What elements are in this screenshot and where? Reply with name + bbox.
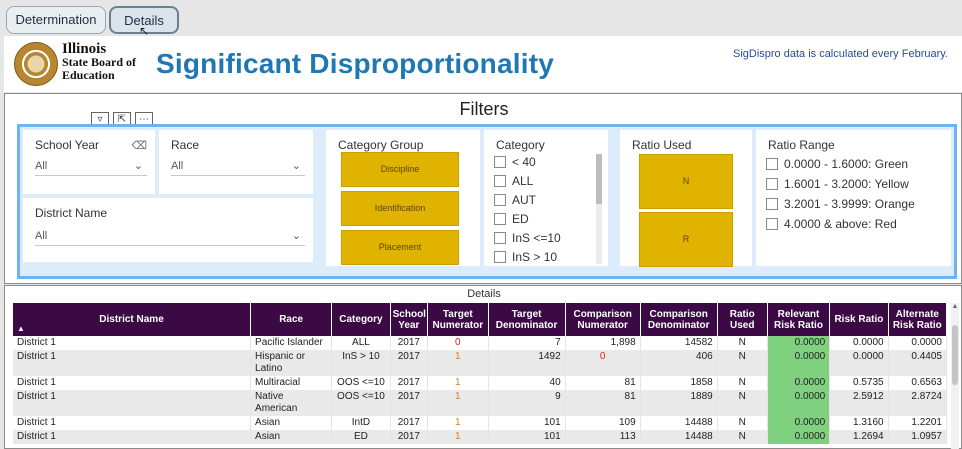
scroll-up-icon[interactable]: ▲	[951, 303, 959, 310]
details-panel: Details District Name ▲ Race Category Sch…	[4, 285, 962, 449]
tile-discipline[interactable]: Discipline	[341, 152, 459, 187]
checkbox[interactable]	[494, 232, 506, 244]
column-header[interactable]: Comparison Denominator	[640, 303, 718, 336]
race-dropdown[interactable]: All ⌄	[171, 156, 305, 176]
category-label: Category	[496, 138, 545, 152]
logo-line-1: Illinois	[62, 41, 107, 57]
column-header[interactable]: Target Denominator	[488, 303, 566, 336]
ratio-range-slicer: Ratio Range 0.0000 - 1.6000: Green 1.600…	[756, 130, 951, 266]
school-year-value: All	[35, 160, 48, 172]
table-row[interactable]: District 1 Hispanic or Latino InS > 10 2…	[13, 350, 948, 376]
category-scrollbar-thumb[interactable]	[596, 154, 602, 204]
column-header[interactable]: Target Numerator	[427, 303, 489, 336]
ratio-used-label: Ratio Used	[632, 138, 692, 152]
column-header[interactable]: Ratio Used	[717, 303, 768, 336]
school-year-slicer: School Year ⌫ All ⌄	[23, 130, 155, 194]
category-option[interactable]: InS > 10	[494, 249, 557, 267]
tab-determination[interactable]: Determination	[6, 6, 106, 34]
checkbox[interactable]	[766, 158, 778, 170]
isbe-seal-icon	[14, 42, 58, 86]
district-name-value: All	[35, 230, 48, 242]
table-row[interactable]: District 1 Asian ED 2017 1 101 113 14488…	[13, 430, 948, 444]
table-row[interactable]: District 1 Pacific Islander ALL 2017 0 7…	[13, 336, 948, 350]
table-row[interactable]: District 1 Native American OOS <=10 2017…	[13, 390, 948, 416]
column-header[interactable]: School Year	[390, 303, 429, 336]
school-year-dropdown[interactable]: All ⌄	[35, 156, 147, 176]
column-header[interactable]: Comparison Numerator	[565, 303, 641, 336]
race-slicer: Race All ⌄	[159, 130, 313, 194]
chevron-down-icon: ⌄	[291, 230, 301, 242]
category-option[interactable]: < 40	[494, 154, 536, 172]
checkbox[interactable]	[766, 178, 778, 190]
isbe-logo-text: Illinois State Board of Education	[62, 41, 136, 82]
tile-ratio-n[interactable]: N	[639, 154, 733, 209]
checkbox[interactable]	[494, 175, 506, 187]
category-group-slicer: Category Group Discipline Identification…	[326, 130, 480, 266]
column-header[interactable]: Risk Ratio	[829, 303, 889, 336]
column-header[interactable]: District Name ▲	[13, 303, 252, 336]
tile-ratio-r[interactable]: R	[639, 212, 733, 267]
ratio-range-label: Ratio Range	[768, 138, 835, 152]
tab-details[interactable]: Details	[109, 6, 179, 34]
table-scrollbar-thumb[interactable]	[952, 325, 958, 385]
category-group-label: Category Group	[338, 138, 424, 152]
report-header: Illinois State Board of Education Signif…	[4, 36, 962, 92]
ratio-used-slicer: Ratio Used N R	[620, 130, 752, 267]
column-header[interactable]: Relevant Risk Ratio	[767, 303, 831, 336]
column-header[interactable]: Race	[250, 303, 333, 336]
logo-line-2: State Board of	[62, 55, 136, 69]
category-option[interactable]: InS <=10	[494, 230, 561, 248]
mouse-cursor-icon: ↖	[139, 24, 150, 38]
tab-bar: Determination Details ↖	[0, 0, 962, 38]
logo-line-3: Education	[62, 68, 115, 82]
filters-panel: Filters ▿ ⇱ ⋯ School Year ⌫ All ⌄ Race A…	[4, 93, 962, 284]
category-option[interactable]: ED	[494, 211, 529, 229]
eraser-icon[interactable]: ⌫	[131, 140, 147, 152]
tile-placement[interactable]: Placement	[341, 230, 459, 265]
table-header-row: District Name ▲ Race Category School Year…	[13, 303, 948, 336]
category-option[interactable]: AUT	[494, 192, 536, 210]
column-header[interactable]: Alternate Risk Ratio	[888, 303, 948, 336]
table-row[interactable]: District 1 Asian IntD 2017 1 101 109 144…	[13, 416, 948, 430]
ratio-range-option[interactable]: 4.0000 & above: Red	[766, 216, 897, 234]
category-scrollbar[interactable]	[596, 154, 602, 264]
district-name-slicer: District Name All ⌄	[23, 198, 313, 262]
checkbox[interactable]	[494, 213, 506, 225]
checkbox[interactable]	[494, 194, 506, 206]
filters-title: Filters	[459, 99, 509, 119]
checkbox[interactable]	[494, 156, 506, 168]
ratio-range-option[interactable]: 1.6001 - 3.2000: Yellow	[766, 176, 909, 194]
chevron-down-icon: ⌄	[133, 160, 143, 172]
details-title: Details	[467, 288, 501, 300]
district-name-dropdown[interactable]: All ⌄	[35, 226, 305, 246]
checkbox[interactable]	[766, 218, 778, 230]
checkbox[interactable]	[494, 251, 506, 263]
checkbox[interactable]	[766, 198, 778, 210]
ratio-range-option[interactable]: 0.0000 - 1.6000: Green	[766, 156, 908, 174]
calculation-note: SigDispro data is calculated every Febru…	[732, 48, 948, 60]
race-label: Race	[171, 138, 200, 152]
details-table: District Name ▲ Race Category School Year…	[13, 303, 948, 444]
column-header[interactable]: Category	[331, 303, 391, 336]
race-value: All	[171, 160, 184, 172]
page-title: Significant Disproportionality	[156, 48, 555, 79]
table-row[interactable]: District 1 Multiracial OOS <=10 2017 1 4…	[13, 376, 948, 390]
table-scrollbar[interactable]: ▲	[951, 303, 959, 449]
tile-identification[interactable]: Identification	[341, 191, 459, 226]
category-option[interactable]: ALL	[494, 173, 533, 191]
ratio-range-option[interactable]: 3.2001 - 3.9999: Orange	[766, 196, 915, 214]
district-name-label: District Name	[35, 206, 108, 220]
school-year-label: School Year	[35, 138, 100, 152]
sort-ascending-icon[interactable]: ▲	[17, 324, 25, 333]
filter-group: School Year ⌫ All ⌄ Race All ⌄ District …	[17, 124, 957, 279]
chevron-down-icon: ⌄	[291, 160, 301, 172]
category-slicer: Category < 40 ALL AUT ED InS <=10 InS > …	[484, 130, 608, 266]
